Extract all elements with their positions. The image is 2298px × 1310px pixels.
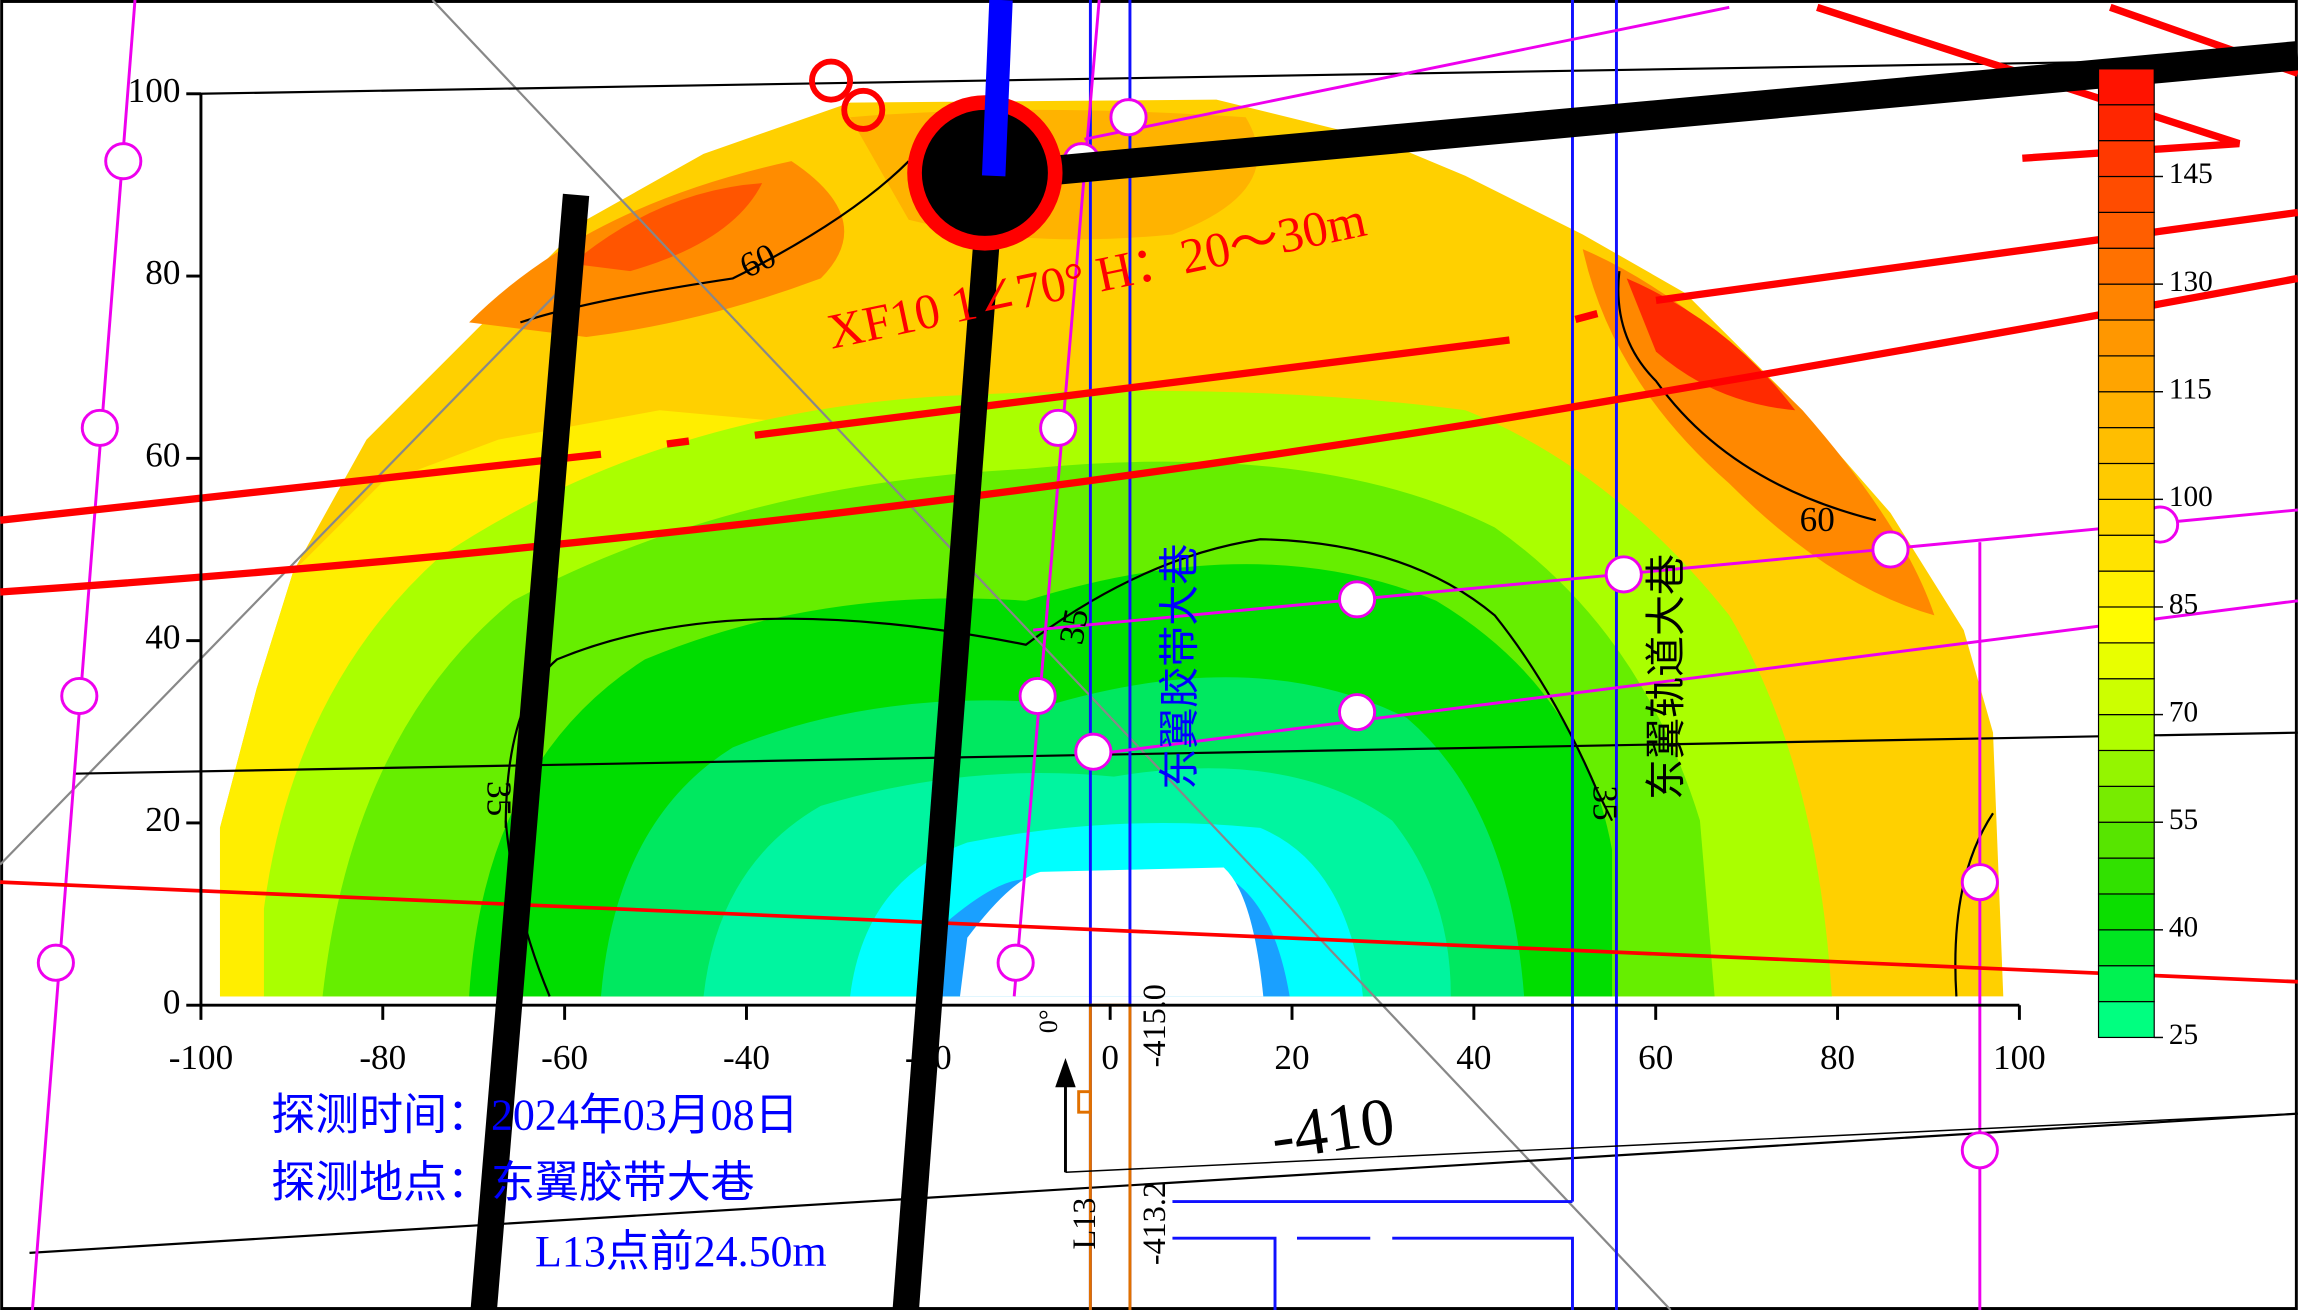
colorbar-band [2097, 606, 2155, 644]
y-tick-label: 0 [163, 982, 181, 1021]
colorbar-band [2097, 462, 2155, 500]
elevation-label: -415.0 [1136, 984, 1172, 1067]
colorbar-band [2097, 427, 2155, 465]
colorbar-band [2097, 570, 2155, 608]
x-tick-label: 80 [1820, 1038, 1855, 1077]
colorbar-band [2097, 965, 2155, 1003]
y-tick-label: 20 [145, 800, 180, 839]
colorbar-band [2097, 749, 2155, 787]
boreholes [470, 0, 2298, 1310]
roadway-label: 东翼轨道大巷 [1643, 554, 1689, 800]
y-tick-label: 100 [128, 71, 181, 110]
contour-label-group: 60 [1800, 500, 1835, 539]
colorbar-band [2097, 642, 2155, 680]
point-label: L13 [1066, 1198, 1102, 1250]
x-tick-label: -20 [905, 1038, 952, 1077]
elevation-label: -410 [1266, 1083, 1399, 1174]
x-tick-label: -60 [541, 1038, 588, 1077]
colorbar-band [2097, 140, 2155, 178]
colorbar-band [2097, 498, 2155, 536]
colorbar-tick-label: 70 [2169, 696, 2198, 728]
colorbar-tick-label: 100 [2169, 481, 2213, 513]
black-lines [29, 57, 2298, 1254]
colorbar-tick-label: 25 [2169, 1019, 2198, 1051]
x-tick-label: 0 [1101, 1038, 1119, 1077]
colorbar-band [2097, 893, 2155, 931]
colorbar-band [2097, 68, 2155, 106]
colorbar-band [2097, 821, 2155, 859]
colorbar-tick-label: 115 [2169, 373, 2212, 405]
colorbar-tick-label: 55 [2169, 804, 2198, 836]
contour-label: 35 [1586, 785, 1625, 820]
colorbar-tick-label: 145 [2169, 158, 2213, 190]
north-arrow [1055, 1057, 2298, 1173]
colorbar-band [2097, 319, 2155, 357]
colorbar-band [2097, 534, 2155, 572]
colorbar-band [2097, 175, 2155, 213]
colorbar-band [2097, 211, 2155, 249]
gray-lines [0, 0, 1672, 1310]
contour-label-group: 35 [1586, 785, 1625, 820]
contour-label: 35 [479, 781, 518, 816]
y-tick-label: 60 [145, 435, 180, 474]
elevation-label: -413.2 [1136, 1182, 1172, 1265]
colorbar-band [2097, 355, 2155, 393]
contour-label: 60 [1800, 500, 1835, 539]
colorbar-band [2097, 283, 2155, 321]
colorbar-tick-label: 130 [2169, 266, 2213, 298]
x-tick-label: -100 [169, 1038, 233, 1077]
contour-label-group: 35 [1052, 606, 1097, 647]
colorbar-band [2097, 714, 2155, 752]
x-tick-label: 100 [1993, 1038, 2046, 1077]
contour-label: 35 [1052, 606, 1097, 647]
x-tick-label: -40 [723, 1038, 770, 1077]
colorbar-tick-label: 40 [2169, 912, 2198, 944]
colorbar: 25 40 55 70 85 100 115 130 145 [2097, 68, 2213, 1051]
angle-label: 0° [1034, 1009, 1063, 1033]
colorbar-band [2097, 391, 2155, 429]
colorbar-band [2097, 857, 2155, 895]
survey-offset: L13点前24.50m [535, 1227, 827, 1276]
colorbar-band [2097, 678, 2155, 716]
x-tick-label: 40 [1456, 1038, 1491, 1077]
colorbar-band [2097, 104, 2155, 142]
x-tick-label: 60 [1638, 1038, 1673, 1077]
contour-label-group: 35 [479, 781, 518, 816]
axes: -100 -80 -60 -40 -20 0 20 40 60 80 100 0 20 40 60 80 100 [128, 71, 2046, 1077]
x-tick-label: 20 [1274, 1038, 1309, 1077]
x-tick-label: -80 [359, 1038, 406, 1077]
colorbar-band [2097, 929, 2155, 967]
colorbar-tick-label: 85 [2169, 589, 2198, 621]
survey-site: 探测地点：东翼胶带大巷 [271, 1158, 754, 1207]
colorbar-band [2097, 785, 2155, 823]
survey-time: 探测时间：2024年03月08日 [271, 1091, 798, 1140]
colorbar-band [2097, 1000, 2155, 1039]
y-tick-label: 80 [145, 253, 180, 292]
roadway-label: 东翼胶带大巷 [1157, 544, 1203, 790]
colorbar-band [2097, 247, 2155, 285]
y-tick-label: 40 [145, 618, 180, 657]
